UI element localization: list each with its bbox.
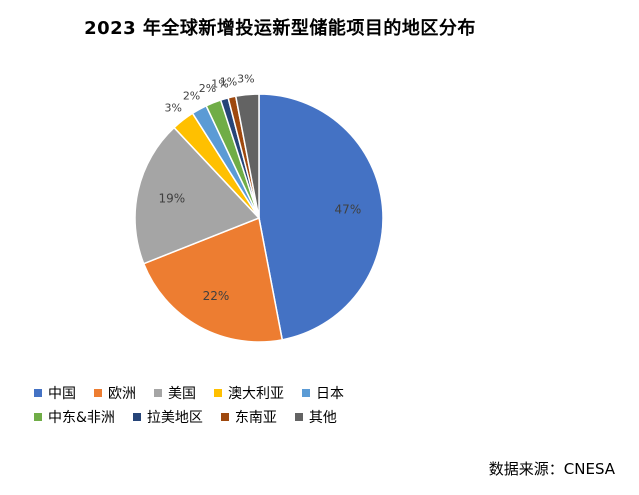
data-label-7: 1% (220, 75, 237, 88)
legend-label-usa: 美国 (168, 386, 196, 402)
legend-label-china: 中国 (48, 386, 76, 402)
data-label-4: 2% (183, 89, 200, 102)
legend-label-middle-east-africa: 中东&非洲 (48, 410, 115, 426)
legend-item-middle-east-africa: 中东&非洲 (34, 407, 115, 427)
pie-slice-0 (258, 93, 384, 341)
data-label-2: 19% (159, 192, 186, 206)
data-label-1: 22% (203, 289, 230, 303)
legend-label-southeast-asia: 东南亚 (234, 410, 277, 426)
pie-slice-2 (134, 126, 261, 265)
legend: 中国 欧洲 美国 澳大利亚 日本 中东&非洲 拉美地区 东南亚 其他 (34, 381, 504, 429)
legend-item-europe: 欧洲 (94, 383, 136, 403)
legend-label-australia: 澳大利亚 (228, 386, 284, 402)
legend-item-australia: 澳大利亚 (214, 383, 284, 403)
legend-row-1: 中国 欧洲 美国 澳大利亚 日本 (34, 381, 504, 405)
pie-slice-8 (234, 93, 260, 219)
legend-label-latin-america: 拉美地区 (146, 410, 203, 426)
legend-swatch-japan (302, 389, 310, 397)
legend-swatch-australia (214, 389, 222, 397)
legend-item-china: 中国 (34, 383, 76, 403)
legend-row-2: 中东&非洲 拉美地区 东南亚 其他 (34, 405, 504, 429)
legend-swatch-europe (94, 389, 102, 397)
legend-item-usa: 美国 (154, 383, 196, 403)
chart-title: 2023 年全球新增投运新型储能项目的地区分布 (84, 18, 476, 39)
source-note: 数据来源：CNESA (488, 460, 615, 478)
data-label-5: 2% (199, 82, 216, 95)
legend-label-japan: 日本 (316, 386, 344, 402)
legend-item-latin-america: 拉美地区 (132, 407, 203, 427)
legend-swatch-usa (154, 389, 162, 397)
legend-item-other: 其他 (294, 407, 337, 427)
legend-swatch-china (34, 389, 42, 397)
legend-item-southeast-asia: 东南亚 (220, 407, 277, 427)
legend-swatch-southeast-asia (220, 413, 229, 421)
data-label-3: 3% (164, 101, 181, 114)
pie-chart: 47%22%19%3%2%2%1%1% 3% (134, 73, 384, 343)
legend-item-japan: 日本 (302, 383, 344, 403)
data-label-0: 47% (335, 203, 362, 217)
legend-label-other: 其他 (308, 410, 337, 426)
legend-swatch-other (294, 413, 303, 421)
pie-slice-1 (142, 216, 284, 343)
data-label-6: 1% (211, 78, 228, 91)
legend-swatch-latin-america (132, 413, 141, 421)
legend-swatch-middle-east-africa (34, 413, 42, 421)
data-label-8: 3% (237, 73, 254, 86)
legend-label-europe: 欧洲 (108, 386, 136, 402)
